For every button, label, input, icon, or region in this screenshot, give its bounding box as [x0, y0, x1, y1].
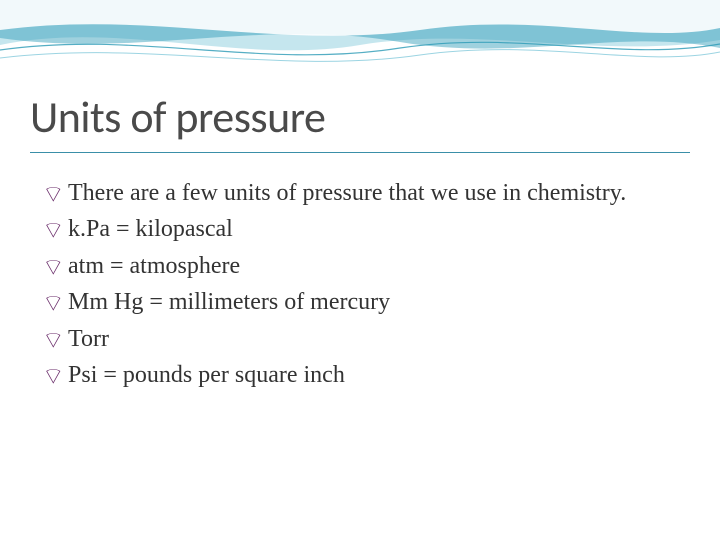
list-item: ⌔Psi = pounds per square inch: [42, 359, 690, 391]
bullet-icon: ⌔: [42, 325, 63, 357]
list-item-text: k.Pa = kilopascal: [68, 216, 233, 242]
list-item-text: Psi = pounds per square inch: [68, 362, 345, 388]
bullet-icon: ⌔: [42, 361, 63, 393]
bullet-icon: ⌔: [42, 179, 63, 211]
list-item-text: Torr: [68, 326, 109, 352]
slide-title: Units of pressure: [30, 90, 690, 153]
list-item-text: atm = atmosphere: [68, 253, 240, 279]
bullet-icon: ⌔: [42, 252, 63, 284]
list-item-text: There are a few units of pressure that w…: [68, 180, 626, 206]
bullet-list: ⌔There are a few units of pressure that …: [30, 177, 690, 391]
list-item: ⌔k.Pa = kilopascal: [42, 213, 690, 245]
bullet-icon: ⌔: [42, 215, 63, 247]
list-item: ⌔Torr: [42, 323, 690, 355]
list-item-text: Mm Hg = millimeters of mercury: [68, 289, 390, 315]
slide-content: Units of pressure ⌔There are a few units…: [0, 0, 720, 391]
bullet-icon: ⌔: [42, 288, 63, 320]
list-item: ⌔atm = atmosphere: [42, 250, 690, 282]
list-item: ⌔There are a few units of pressure that …: [42, 177, 690, 209]
list-item: ⌔Mm Hg = millimeters of mercury: [42, 286, 690, 318]
